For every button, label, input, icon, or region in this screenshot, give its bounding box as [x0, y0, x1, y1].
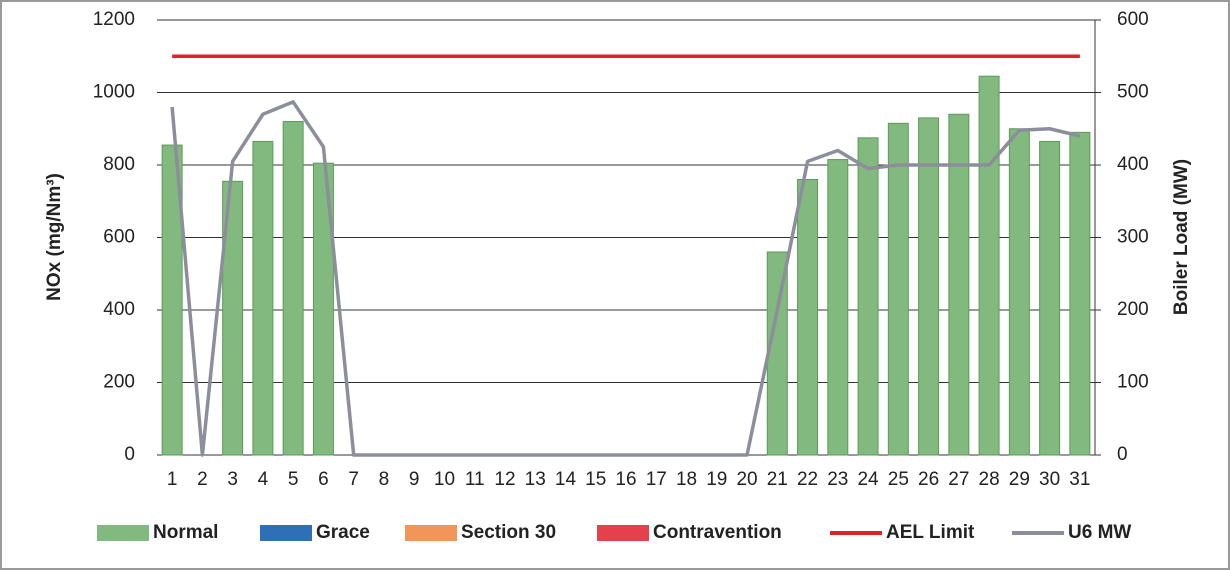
x-tick-label: 23	[827, 469, 848, 490]
x-tick-label: 2	[197, 469, 208, 490]
bar	[887, 122, 909, 456]
bar	[161, 144, 183, 456]
bar	[1039, 140, 1061, 456]
x-tick-label: 17	[646, 469, 667, 490]
x-tick-label: 8	[379, 469, 390, 490]
x-tick-label: 4	[258, 469, 269, 490]
legend-swatch	[405, 525, 457, 541]
x-tick-label: 16	[615, 469, 636, 490]
x-tick-label: 18	[676, 469, 697, 490]
y-tick-label: 400	[103, 299, 135, 320]
x-tick-label: 24	[857, 469, 879, 490]
legend-swatch	[597, 525, 649, 541]
y-tick-label: 800	[103, 154, 135, 175]
y2-tick-label: 400	[1117, 154, 1149, 175]
legend-label: Normal	[153, 522, 218, 543]
bar	[1008, 128, 1030, 456]
x-tick-label: 28	[979, 469, 1000, 490]
x-tick-label: 3	[227, 469, 238, 490]
x-tick-label: 30	[1039, 469, 1060, 490]
y-axis-label: NOx (mg/Nm³)	[44, 173, 65, 301]
legend-label: AEL Limit	[886, 522, 975, 543]
y2-tick-label: 200	[1117, 299, 1149, 320]
y-tick-label: 200	[103, 372, 135, 393]
x-tick-label: 20	[736, 469, 757, 490]
legend-swatch	[260, 525, 312, 541]
bar	[797, 179, 819, 456]
line	[170, 100, 1081, 457]
bar	[918, 117, 940, 456]
legend-label: Contravention	[653, 522, 782, 543]
y2-tick-label: 0	[1117, 444, 1128, 465]
x-tick-label: 10	[434, 469, 455, 490]
legend-label: U6 MW	[1068, 522, 1131, 543]
legend-label: Section 30	[461, 522, 556, 543]
x-tick-label: 15	[585, 469, 606, 490]
bar	[857, 137, 879, 456]
x-tick-label: 1	[167, 469, 178, 490]
x-tick-label: 19	[706, 469, 727, 490]
x-tick-label: 21	[767, 469, 788, 490]
y-tick-label: 1000	[93, 82, 135, 103]
legend-label: Grace	[316, 522, 370, 543]
y2-tick-label: 600	[1117, 9, 1149, 30]
bar	[948, 113, 970, 456]
bar	[282, 121, 304, 456]
x-tick-label: 29	[1009, 469, 1030, 490]
bar	[827, 159, 849, 456]
x-tick-label: 9	[409, 469, 420, 490]
x-tick-label: 5	[288, 469, 299, 490]
bar	[252, 140, 274, 456]
y2-tick-label: 300	[1117, 227, 1149, 248]
x-tick-label: 25	[888, 469, 909, 490]
x-tick-label: 27	[948, 469, 969, 490]
bar	[978, 75, 1000, 456]
y-tick-label: 1200	[93, 9, 135, 30]
x-tick-label: 31	[1069, 469, 1090, 490]
x-tick-label: 11	[465, 469, 485, 490]
x-tick-label: 7	[348, 469, 359, 490]
bar	[222, 180, 244, 456]
x-tick-label: 26	[918, 469, 939, 490]
x-tick-label: 14	[555, 469, 577, 490]
x-tick-label: 13	[525, 469, 546, 490]
legend-swatch	[97, 525, 149, 541]
x-tick-label: 12	[494, 469, 515, 490]
x-tick-label: 6	[318, 469, 329, 490]
y-tick-label: 600	[103, 227, 135, 248]
y-tick-label: 0	[124, 444, 135, 465]
x-tick-label: 22	[797, 469, 818, 490]
y2-axis-label: Boiler Load (MW)	[1171, 159, 1192, 315]
bar	[1069, 131, 1091, 456]
y2-tick-label: 100	[1117, 372, 1149, 393]
y2-tick-label: 500	[1117, 82, 1149, 103]
